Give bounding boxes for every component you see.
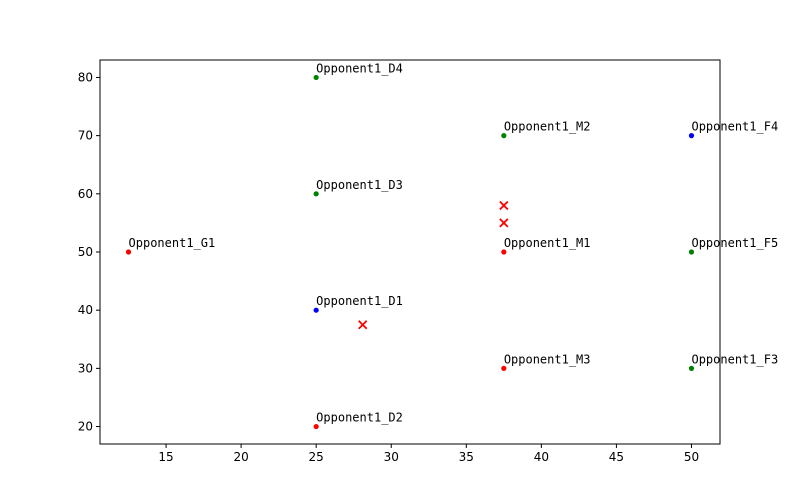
data-point: [313, 423, 319, 430]
x-markers: [358, 200, 509, 330]
data-point: [688, 365, 695, 371]
x-tick-label: 20: [233, 450, 248, 464]
point-label: Opponent1_F3: [691, 352, 778, 366]
point-label: Opponent1_M3: [504, 352, 591, 366]
point-label: Opponent1_D2: [316, 411, 403, 425]
data-point: [125, 249, 132, 255]
plot-frame: [99, 59, 721, 445]
y-tick-label: 70: [78, 129, 93, 143]
x-tick-label: 15: [158, 450, 173, 464]
point-label: Opponent1_F5: [691, 236, 778, 250]
point-label: Opponent1_D4: [316, 61, 403, 75]
point-label: Opponent1_D3: [316, 178, 403, 192]
data-point: [688, 249, 695, 255]
x-tick-label: 40: [534, 450, 549, 464]
data-point: [501, 133, 507, 139]
data-point: [313, 191, 319, 197]
y-tick-label: 80: [78, 70, 93, 84]
x-tick-label: 25: [309, 450, 324, 464]
x-tick-label: 35: [459, 450, 474, 464]
point-label: Opponent1_F4: [691, 120, 778, 134]
data-point: [688, 133, 695, 139]
point-label: Opponent1_M2: [504, 120, 591, 134]
point-label: Opponent1_D1: [316, 294, 403, 308]
y-tick-label: 50: [78, 245, 93, 259]
data-point: [313, 74, 319, 81]
point-label: Opponent1_G1: [129, 236, 216, 250]
x-marker: [358, 320, 368, 330]
x-axis: 15 20 25 30 35 40 45 50: [158, 444, 699, 464]
point-label: Opponent1_M1: [504, 236, 591, 250]
data-point: [313, 307, 319, 313]
x-tick-label: 45: [609, 450, 624, 464]
y-tick-label: 30: [78, 361, 93, 375]
data-point: [501, 365, 507, 371]
y-tick-label: 20: [78, 420, 93, 434]
y-axis: 20 30 40 50 60 70 80: [78, 70, 100, 434]
x-marker: [499, 218, 509, 228]
x-tick-label: 30: [384, 450, 399, 464]
data-points: Opponent1_G1 Opponent1_D1 Opponent1_D2 Oppo…: [125, 61, 778, 430]
x-tick-label: 50: [684, 450, 699, 464]
y-tick-label: 60: [78, 187, 93, 201]
data-point: [501, 249, 507, 255]
x-marker: [499, 200, 509, 211]
y-tick-label: 40: [78, 303, 93, 317]
